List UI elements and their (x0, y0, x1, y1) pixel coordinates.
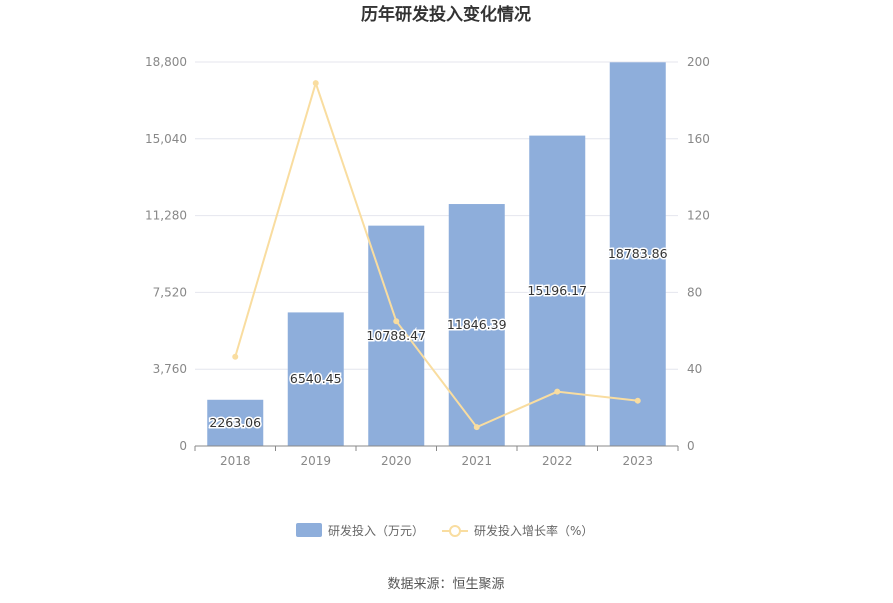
bar (609, 62, 666, 447)
bar-value-label: 6540.45 (290, 371, 342, 386)
line-series (232, 79, 641, 431)
bar-value-label: 10788.47 (366, 328, 426, 343)
bar-value-label: 15196.17 (527, 283, 587, 298)
chart-title: 历年研发投入变化情况 (361, 4, 531, 25)
x-tick-label: 2021 (461, 454, 492, 468)
growth-line (234, 79, 638, 429)
bar-value-label: 18783.86 (608, 246, 668, 261)
x-tick-label: 2023 (622, 454, 653, 468)
data-labels: 2263.06 6540.45 10788.47 11846.39 15196.17 18… (208, 245, 669, 432)
line-point (312, 80, 319, 87)
y-left-tick-label: 7,520 (153, 285, 187, 299)
x-tick-label: 2022 (542, 454, 573, 468)
grid (195, 61, 678, 370)
legend-line-marker (449, 525, 461, 537)
bar (368, 225, 425, 446)
y-right-tick-label: 80 (687, 285, 702, 299)
y-left-tick-label: 15,040 (145, 132, 187, 146)
y-right-tick-label: 0 (687, 439, 695, 453)
legend-item-bar[interactable]: 研发投入（万元） (296, 523, 424, 538)
bar-value-label: 11846.39 (447, 317, 507, 332)
right-axis: 0 40 80 120 160 200 (687, 55, 710, 453)
legend-bar-label: 研发投入（万元） (328, 523, 424, 538)
y-right-tick-label: 160 (687, 132, 710, 146)
y-left-tick-label: 11,280 (145, 209, 187, 223)
x-tick-label: 2020 (381, 454, 412, 468)
y-right-tick-label: 120 (687, 209, 710, 223)
x-tick-label: 2019 (300, 454, 331, 468)
legend-bar-swatch (296, 523, 322, 537)
bar (448, 204, 505, 446)
source-text: 数据来源：恒生聚源 (387, 577, 504, 592)
bar-value-label: 2263.06 (209, 415, 261, 430)
y-right-tick-label: 40 (687, 362, 702, 376)
line-point (634, 397, 641, 404)
y-left-tick-label: 0 (179, 439, 187, 453)
bar (207, 399, 264, 446)
line-point (473, 424, 480, 431)
bar (287, 312, 344, 446)
legend[interactable]: 研发投入（万元） 研发投入增长率（%） (296, 523, 593, 538)
left-axis: 0 3,760 7,520 11,280 15,040 18,800 (145, 55, 187, 453)
x-tick-label: 2018 (220, 454, 251, 468)
line-point (232, 353, 239, 360)
x-axis: 2018 2019 2020 2021 2022 2023 (194, 445, 679, 468)
legend-item-line[interactable]: 研发投入增长率（%） (442, 523, 593, 538)
y-left-tick-label: 3,760 (153, 362, 187, 376)
y-left-tick-label: 18,800 (145, 55, 187, 69)
bar-series (207, 62, 666, 447)
line-point (393, 318, 400, 325)
line-point (554, 388, 561, 395)
legend-line-label: 研发投入增长率（%） (474, 523, 593, 538)
y-right-tick-label: 200 (687, 55, 710, 69)
